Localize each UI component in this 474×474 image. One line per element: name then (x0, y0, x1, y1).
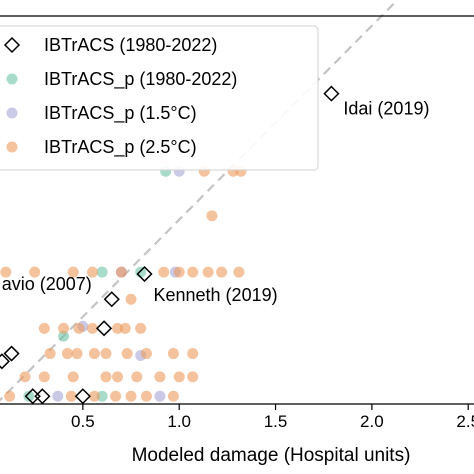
circle-point (135, 322, 147, 334)
circle-point (140, 348, 152, 360)
circle-point (119, 322, 131, 334)
x-axis-label: Modeled damage (Hospital units) (132, 445, 411, 466)
circle-point (173, 266, 185, 278)
circle-point (233, 266, 245, 278)
circle-point (206, 210, 218, 222)
circle-point (187, 348, 199, 360)
circle-point (125, 390, 137, 402)
diamond-point (136, 265, 153, 283)
circle-point (61, 348, 73, 360)
x-tick-label: 2.0 (360, 412, 384, 431)
circle-point (167, 348, 179, 360)
circle-point (100, 371, 112, 383)
circle-point (4, 390, 16, 402)
diamond-point (0, 353, 10, 370)
circle-point (65, 390, 77, 402)
legend-label: IBTrACS (1980-2022) (44, 35, 217, 55)
circle-point (52, 390, 64, 402)
diamond-point (103, 291, 120, 308)
circle-point (44, 348, 56, 360)
circle-point (158, 266, 170, 278)
circle-point (115, 266, 127, 278)
circle-point (140, 390, 152, 402)
circle-point (38, 322, 50, 334)
circle-point (67, 266, 79, 278)
circle-point (29, 266, 41, 278)
circle-point (173, 371, 185, 383)
circle-point (86, 266, 98, 278)
diamond-point (3, 345, 20, 362)
legend-marker-diamond (3, 36, 21, 54)
circle-point (112, 371, 124, 383)
annotation-label: Idai (2019) (343, 99, 429, 119)
circle-point (131, 371, 143, 383)
circle-point (100, 348, 112, 360)
diamond-point (95, 320, 113, 337)
circle-point (121, 348, 133, 360)
circle-point (38, 371, 50, 383)
legend-label: IBTrACS_p (1980-2022) (44, 69, 237, 90)
circle-point (88, 390, 100, 402)
diamond-point (74, 388, 91, 405)
circle-point (187, 371, 199, 383)
x-tick-label: 0.5 (71, 412, 95, 431)
circle-point (19, 371, 31, 383)
circle-point (202, 266, 214, 278)
diamond-point (323, 85, 340, 102)
circle-point (86, 322, 98, 334)
legend-marker-circle (6, 107, 18, 119)
circle-point (154, 371, 166, 383)
circle-point (23, 390, 35, 402)
circle-point (187, 266, 199, 278)
x-tick-label: 2.5 (456, 412, 474, 431)
circle-point (135, 266, 147, 278)
circle-point (67, 371, 79, 383)
circle-point (125, 293, 137, 305)
x-tick-label: 1.5 (264, 412, 288, 431)
circle-point (58, 322, 70, 334)
circle-point (58, 330, 70, 342)
legend-label: IBTrACS_p (2.5°C) (44, 137, 197, 158)
legend-marker-circle (6, 73, 18, 85)
circle-point (154, 390, 166, 402)
legend-box (0, 25, 319, 171)
circle-point (88, 348, 100, 360)
circle-point (167, 390, 179, 402)
diamond-point (34, 388, 51, 405)
annotation-label: Kenneth (2019) (154, 285, 278, 305)
reference-line (0, 0, 399, 402)
circle-point (96, 266, 108, 278)
x-tick-label: 1.0 (167, 412, 191, 431)
circle-point (110, 390, 122, 402)
annotation-label: avio (2007) (2, 274, 92, 294)
circle-point (96, 390, 108, 402)
circle-point (216, 266, 228, 278)
circle-point (71, 348, 83, 360)
legend-marker-circle (6, 141, 18, 153)
circle-point (112, 322, 124, 334)
circle-point (73, 322, 85, 334)
circle-point (0, 266, 12, 278)
legend-label: IBTrACS_p (1.5°C) (44, 103, 197, 124)
